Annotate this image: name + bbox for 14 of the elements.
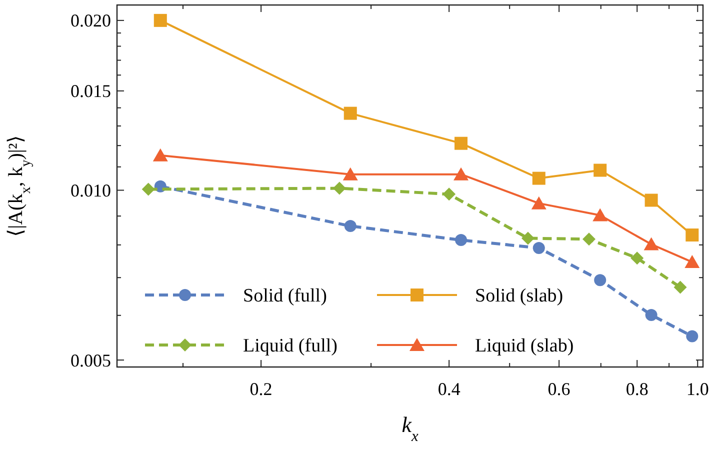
legend-label: Solid (slab) [475,286,564,307]
legend-label: Liquid (slab) [475,336,574,357]
x-tick-label: 1.0 [686,379,709,399]
x-tick-label: 0.8 [626,379,648,399]
y-tick-label: 0.005 [70,350,111,370]
y-tick-label: 0.015 [70,81,111,102]
y-tick-label: 0.020 [70,10,111,31]
x-tick-label: 0.6 [548,379,570,399]
y-tick-label: 0.010 [70,180,111,201]
x-tick-label: 0.2 [250,379,272,399]
legend-label: Solid (full) [243,286,327,307]
x-axis-title: k$_{x}$ [402,412,418,444]
x-tick-label: 0.4 [438,379,460,399]
legend-label: Liquid (full) [243,336,338,357]
